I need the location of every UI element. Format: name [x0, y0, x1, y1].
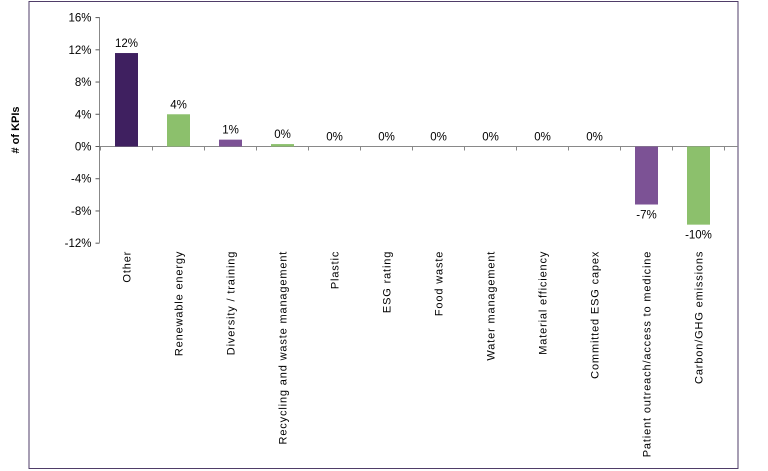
svg-text:4%: 4%: [75, 109, 92, 121]
svg-text:0%: 0%: [586, 132, 603, 144]
svg-text:1%: 1%: [222, 125, 239, 137]
svg-text:4%: 4%: [170, 99, 187, 111]
svg-text:Food waste: Food waste: [434, 251, 446, 316]
svg-text:Material efficiency: Material efficiency: [538, 251, 550, 355]
svg-text:0%: 0%: [75, 142, 92, 154]
svg-text:Committed ESG capex: Committed ESG capex: [590, 251, 602, 379]
svg-text:-10%: -10%: [685, 230, 712, 242]
svg-text:Recycling and waste management: Recycling and waste management: [278, 251, 290, 445]
svg-text:0%: 0%: [534, 132, 551, 144]
svg-text:Renewable energy: Renewable energy: [174, 251, 186, 356]
svg-text:8%: 8%: [75, 77, 92, 89]
svg-text:-12%: -12%: [65, 238, 92, 250]
svg-text:Patient outreach/access to med: Patient outreach/access to medicine: [642, 251, 654, 457]
svg-text:0%: 0%: [274, 129, 291, 141]
svg-text:Plastic: Plastic: [330, 251, 342, 289]
svg-text:Other: Other: [122, 251, 134, 283]
svg-text:ESG rating: ESG rating: [382, 251, 394, 313]
svg-text:-4%: -4%: [71, 174, 91, 186]
svg-text:-8%: -8%: [71, 206, 91, 218]
svg-text:0%: 0%: [378, 132, 395, 144]
svg-text:Water management: Water management: [486, 251, 498, 361]
svg-text:# of KPIs: # of KPIs: [10, 106, 22, 153]
svg-text:16%: 16%: [68, 13, 91, 25]
svg-text:Carbon/GHG emissions: Carbon/GHG emissions: [694, 251, 706, 384]
svg-text:0%: 0%: [326, 132, 343, 144]
svg-text:0%: 0%: [482, 132, 499, 144]
svg-text:0%: 0%: [430, 132, 447, 144]
svg-text:12%: 12%: [68, 45, 91, 57]
svg-text:12%: 12%: [115, 38, 138, 50]
svg-text:Diversity / training: Diversity / training: [226, 251, 238, 355]
svg-text:-7%: -7%: [636, 210, 656, 222]
